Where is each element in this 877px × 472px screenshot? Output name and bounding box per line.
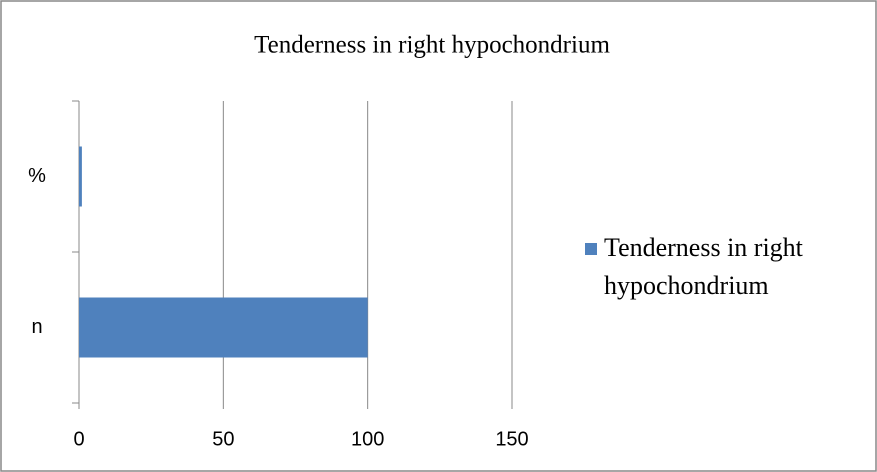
chart-title: Tenderness in right hypochondrium <box>254 32 610 59</box>
legend-label: Tenderness in right hypochondrium <box>604 233 803 300</box>
x-tick-label: 150 <box>495 428 528 450</box>
bar <box>79 146 82 207</box>
legend-entry: Tenderness in right hypochondrium <box>604 233 803 300</box>
x-tick-label: 100 <box>351 428 384 450</box>
x-tick-label: 0 <box>73 428 84 450</box>
bar <box>79 297 368 358</box>
x-tick-label: 50 <box>212 428 234 450</box>
legend-swatch <box>585 243 597 255</box>
y-tick-label: n <box>31 316 42 338</box>
y-tick-label: % <box>28 165 46 187</box>
